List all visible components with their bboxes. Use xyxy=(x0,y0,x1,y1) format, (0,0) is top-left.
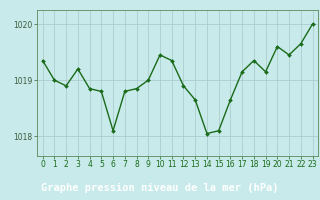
Text: Graphe pression niveau de la mer (hPa): Graphe pression niveau de la mer (hPa) xyxy=(41,183,279,193)
